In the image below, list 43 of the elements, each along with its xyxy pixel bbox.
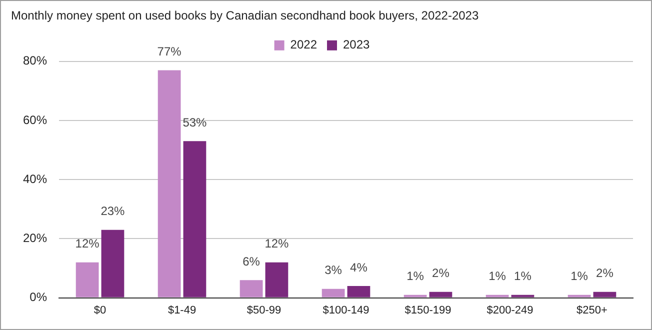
data-label: 1% <box>570 269 588 284</box>
x-tick-label: $200-249 <box>486 304 534 316</box>
bar <box>568 294 591 298</box>
bar <box>486 294 509 298</box>
data-label: 1% <box>488 269 506 284</box>
y-tick-label: 60% <box>22 112 48 127</box>
data-label: 4% <box>350 260 368 274</box>
bar <box>240 280 263 298</box>
bar <box>429 292 452 298</box>
bar <box>322 288 345 298</box>
y-tick-label: 80% <box>22 54 48 68</box>
chart-title: Monthly money spent on used books by Canadian secondhand book buyers, 2022-2023 <box>11 8 479 23</box>
data-label: 3% <box>324 263 342 278</box>
x-tick-label: $1-49 <box>168 304 196 316</box>
data-label: 6% <box>242 254 260 268</box>
data-label: 12% <box>264 236 290 251</box>
data-label: 53% <box>182 115 208 130</box>
x-tick-label: $150-199 <box>404 304 452 316</box>
x-tick-label: $0 <box>94 304 106 316</box>
data-label: 1% <box>514 269 532 284</box>
x-tick-label: $50-99 <box>246 304 282 316</box>
data-label: 23% <box>100 204 126 218</box>
bar <box>183 141 206 298</box>
y-tick-label: 20% <box>22 231 48 246</box>
bar <box>347 286 370 298</box>
data-label: 2% <box>432 266 450 280</box>
bar <box>404 294 427 298</box>
legend-label: 2022 <box>290 38 318 52</box>
bar <box>511 294 534 298</box>
bar <box>158 70 181 298</box>
y-tick-label: 40% <box>22 172 48 186</box>
bar <box>101 230 124 298</box>
data-label: 1% <box>406 269 424 284</box>
data-label: 12% <box>75 236 100 251</box>
x-tick-label: $100-149 <box>322 304 370 316</box>
bar <box>76 262 99 298</box>
x-tick-label: $250+ <box>576 304 608 316</box>
y-tick-label: 0% <box>30 290 48 304</box>
legend-label: 2023 <box>343 38 370 52</box>
data-label: 77% <box>157 44 182 59</box>
bar <box>593 292 616 298</box>
bar <box>265 262 288 298</box>
data-label: 2% <box>596 266 614 280</box>
